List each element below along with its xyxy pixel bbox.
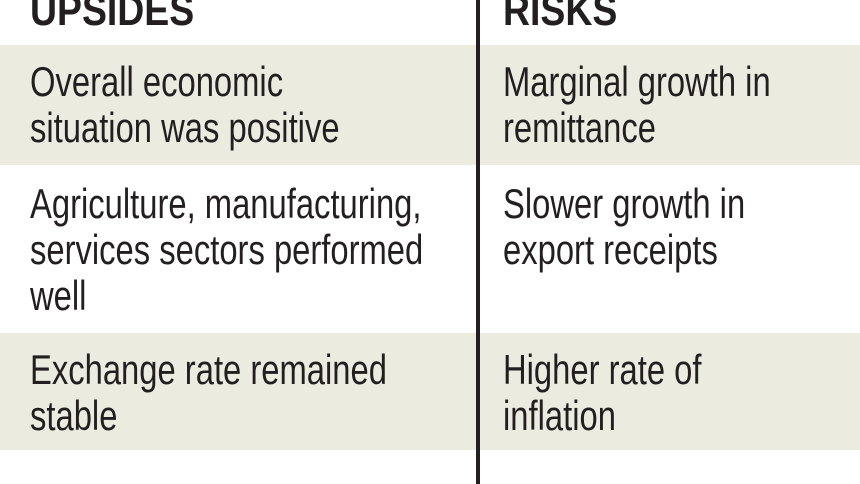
column-divider [476, 0, 480, 484]
table-cell: Marginal growth in remittance [503, 59, 846, 151]
table-cell: Agriculture, manufacturing, services sect… [30, 181, 534, 319]
table-row [0, 455, 860, 484]
table-cell: Overall economic situation was positive [30, 59, 427, 151]
cell-text: well [30, 272, 87, 319]
cell-text: stable [30, 392, 118, 439]
column-header: RISKS [503, 0, 618, 35]
table-row: Agriculture, manufacturing, services sect… [0, 167, 860, 331]
cell-text: situation was positive [30, 104, 340, 151]
table-cell: Higher rate of inflation [503, 347, 757, 439]
table-cell: Slower growth in export receipts [503, 181, 813, 273]
cell-text: Overall economic [30, 58, 284, 105]
cell-text: Exchange rate remained [30, 346, 387, 393]
table-cell: Exchange rate remained stable [30, 347, 488, 439]
column-header: UPSIDES [30, 0, 195, 35]
cell-text: Higher rate of [503, 346, 702, 393]
cell-text: remittance [503, 104, 656, 151]
table-row: Exchange rate remained stable Higher rate … [0, 333, 860, 450]
cell-text: export receipts [503, 226, 718, 273]
table-row: Overall economic situation was positive Ma… [0, 45, 860, 165]
cell-text: inflation [503, 392, 616, 439]
cell-text: services sectors performed [30, 226, 424, 273]
cell-text: Agriculture, manufacturing, [30, 180, 422, 227]
cell-text: Slower growth in [503, 180, 746, 227]
cell-text: Marginal growth in [503, 58, 771, 105]
